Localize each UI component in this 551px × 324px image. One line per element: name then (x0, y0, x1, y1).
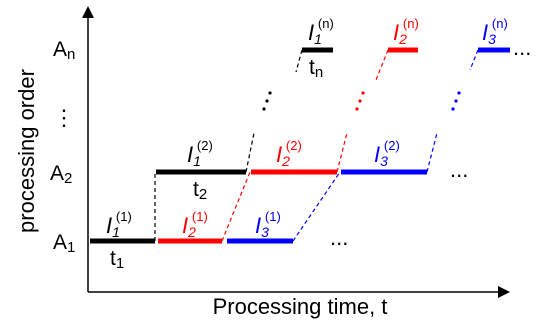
x-axis-label: Processing time, t (213, 294, 388, 319)
row-label-a2: A2 (50, 162, 72, 187)
y-axis-label: processing order (14, 69, 39, 233)
ellipsis-a2: ... (450, 157, 468, 182)
time-label-t1: t1 (110, 247, 124, 272)
connector-task3-an-down (469, 49, 479, 71)
connector-task2-an-down (375, 49, 389, 81)
label-task3-a2: I3(2) (374, 138, 400, 169)
row-vdots: ⋮ (53, 105, 75, 130)
row-label-an: An (53, 38, 75, 63)
ellipsis-a1: ... (330, 225, 348, 250)
label-task1-a2: I1(2) (187, 138, 213, 169)
ellipsis-an: ... (513, 35, 531, 60)
time-label-t2: t2 (193, 178, 207, 203)
dots-task3-gap (451, 91, 461, 111)
connector-task2-a1-a2 (221, 171, 251, 242)
label-task2-an: I2(n) (393, 16, 419, 47)
dots-task2-gap (355, 91, 365, 111)
label-task1-an: I1(n) (308, 16, 334, 47)
label-task3-an: I3(n) (482, 16, 508, 47)
label-task2-a1: I2(1) (182, 209, 208, 240)
label-task2-a2: I2(2) (276, 138, 302, 169)
connector-task1-an-down (295, 49, 303, 73)
dots-task1-gap (262, 91, 272, 111)
time-label-tn: tn (309, 56, 323, 81)
label-task3-a1: I3(1) (255, 209, 281, 240)
connector-task1-a2-up (245, 132, 255, 173)
connector-task3-a2-up (426, 132, 438, 173)
label-task1-a1: I1(1) (106, 209, 132, 240)
row-label-a1: A1 (53, 231, 75, 256)
connector-task2-a2-up (336, 132, 348, 173)
